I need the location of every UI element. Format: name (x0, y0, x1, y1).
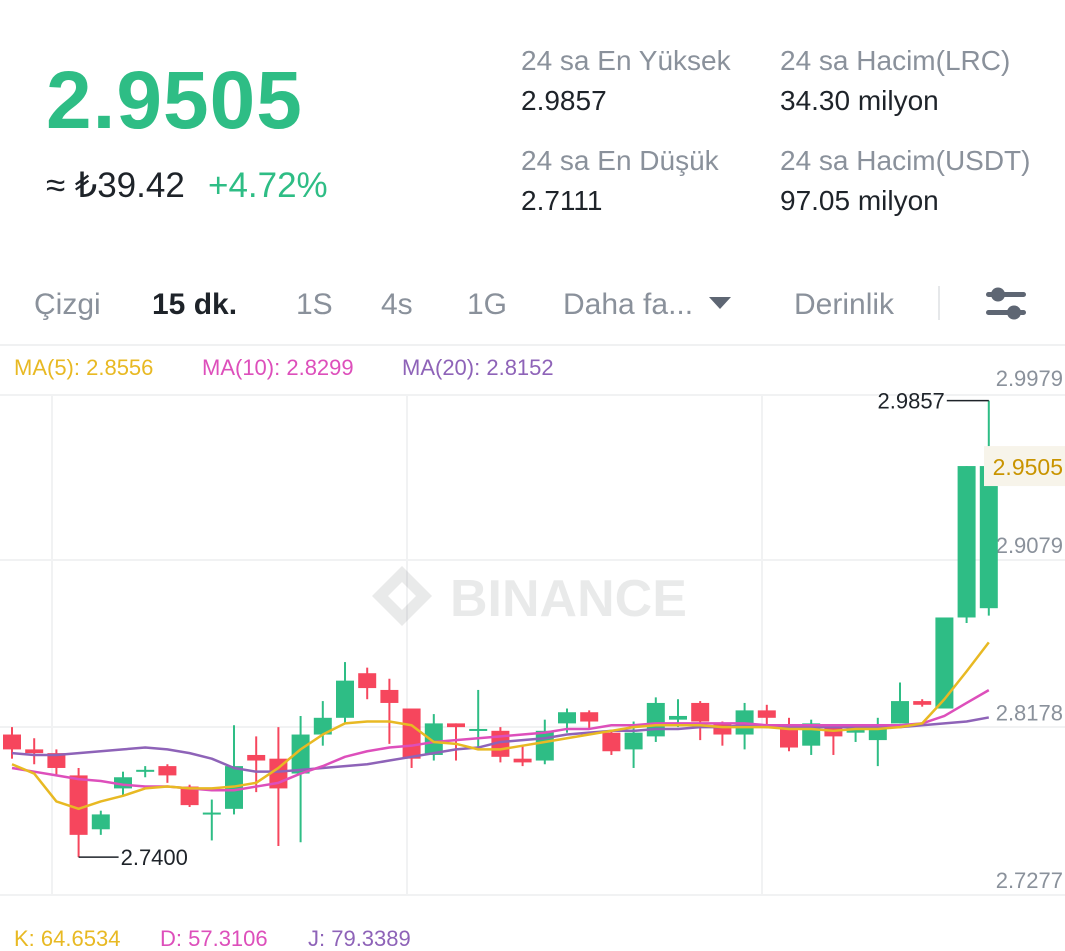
candle-body (513, 758, 532, 763)
tab-1h[interactable]: 1S (296, 288, 333, 321)
candle-body (713, 723, 732, 735)
y-axis-tick-label: 2.8178 (996, 701, 1063, 726)
ma20-value: MA(20): 2.8152 (402, 355, 554, 380)
ma5-value: MA(5): 2.8556 (14, 355, 154, 380)
kdj-j-value: J: 79.3389 (308, 926, 411, 951)
candle-body (558, 712, 576, 724)
sliders-settings-icon[interactable] (984, 282, 1028, 324)
ma20-line (11, 716, 990, 773)
kdj-k-value: K: 64.6534 (14, 926, 121, 951)
candle-body (402, 708, 421, 759)
candle-body (913, 701, 932, 705)
candle-body (136, 769, 155, 772)
candle-body (91, 814, 110, 830)
binance-watermark: BINANCE (372, 566, 687, 628)
fiat-price: ≈ ₺39.42 (46, 166, 185, 205)
candle-body (891, 701, 909, 724)
candle-body (25, 749, 44, 754)
candle-body (114, 777, 132, 789)
candle-body (247, 754, 266, 761)
candle-body (669, 715, 687, 720)
candle-body (691, 702, 710, 722)
watermark-text: BINANCE (450, 570, 687, 628)
candle-body (624, 732, 643, 750)
y-axis-tick-label: 2.9979 (996, 366, 1063, 391)
volume-base-value: 34.30 milyon (780, 85, 939, 116)
tab-divider (938, 286, 940, 320)
last-price: 2.9505 (46, 55, 303, 146)
candle-body (935, 617, 954, 709)
candle-body (69, 775, 88, 835)
candle-body (780, 727, 798, 748)
y-axis-tick-label: 2.7277 (996, 868, 1063, 893)
candle-body (180, 786, 199, 806)
candle-body (868, 727, 887, 741)
candle-body (957, 466, 976, 618)
current-price-label: 2.9505 (993, 454, 1063, 480)
low-24h-value: 2.7111 (521, 185, 603, 216)
current-price-tag (984, 446, 1065, 487)
candle-body (313, 717, 332, 735)
candle-body (3, 734, 21, 750)
candle-body (380, 689, 399, 703)
tab-4h[interactable]: 4s (381, 288, 413, 321)
low-24h-label: 24 sa En Düşük (521, 145, 719, 176)
candle-body (580, 712, 599, 722)
low-marker-label: 2.7400 (121, 845, 188, 870)
candle-body (424, 723, 443, 755)
volume-quote-label: 24 sa Hacim(USDT) (780, 145, 1031, 176)
tab-more-label: Daha fa... (563, 288, 694, 321)
high-24h-label: 24 sa En Yüksek (521, 45, 731, 76)
tab-line[interactable]: Çizgi (34, 288, 101, 321)
tab-more[interactable]: Daha fa... (563, 288, 732, 321)
interval-tabs: Çizgi 15 dk. 1S 4s 1G Daha fa... Derinli… (0, 278, 1065, 336)
caret-down-icon (709, 297, 732, 310)
candle-body (358, 673, 377, 689)
high-24h-value: 2.9857 (521, 85, 607, 116)
candle-body (47, 753, 66, 768)
tab-15m[interactable]: 15 dk. (152, 288, 238, 321)
tabs-divider (0, 344, 1065, 346)
volume-quote-value: 97.05 milyon (780, 185, 939, 216)
candlestick-chart[interactable]: BINANCE 2.9979 2.9079 2.8178 2.7277 2.9857 2.7… (0, 350, 1065, 925)
ma5-legend: MA(5): 2.8556 (14, 357, 153, 379)
candle-body (757, 710, 776, 718)
ma10-value: MA(10): 2.8299 (202, 355, 354, 380)
candle-body (202, 812, 221, 815)
tab-depth[interactable]: Derinlik (794, 288, 895, 321)
high-marker-label: 2.9857 (878, 389, 945, 414)
change-percent: +4.72% (208, 166, 328, 205)
binance-logo-icon (372, 566, 432, 626)
candle-body (602, 732, 621, 752)
y-axis-tick-label: 2.9079 (996, 533, 1063, 558)
ma10-legend: MA(10): 2.8299 (202, 357, 354, 379)
candle-body (447, 723, 465, 728)
candle-body (535, 730, 554, 761)
ma20-legend: MA(20): 2.8152 (402, 357, 554, 379)
ma5-line (11, 641, 990, 811)
candle-body (336, 680, 354, 718)
tab-1d[interactable]: 1G (467, 288, 508, 321)
candle-body (469, 728, 488, 731)
volume-base-label: 24 sa Hacim(LRC) (780, 45, 1011, 76)
candle-body (158, 766, 177, 776)
candle-body (979, 466, 998, 609)
kdj-d-value: D: 57.3106 (160, 926, 268, 951)
candle-body (646, 702, 665, 737)
candle-body (291, 734, 310, 774)
